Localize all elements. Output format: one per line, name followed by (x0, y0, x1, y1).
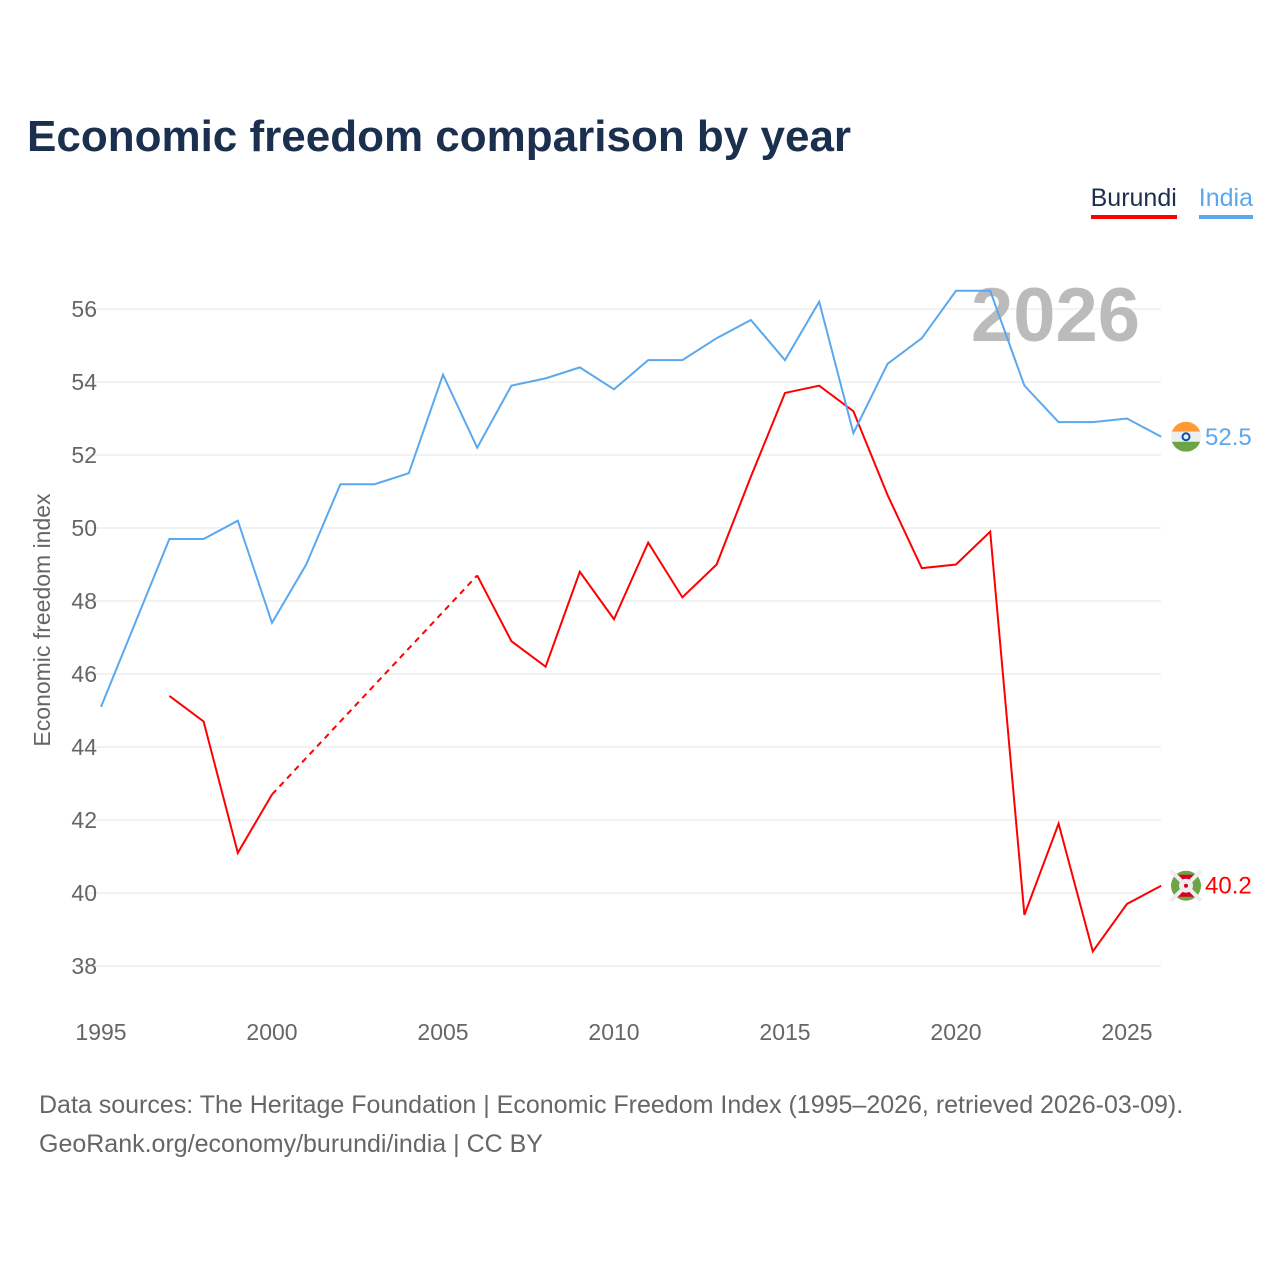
y-tick-label: 42 (71, 807, 97, 833)
x-tick-label: 2010 (588, 1019, 639, 1045)
x-tick-label: 2025 (1101, 1019, 1152, 1045)
end-value-label: 40.2 (1205, 873, 1252, 900)
flag-chakra (1181, 432, 1191, 442)
burundi-flag-icon (1169, 869, 1203, 903)
y-tick-label: 44 (71, 734, 97, 760)
x-tick-label: 2000 (246, 1019, 297, 1045)
y-tick-label: 46 (71, 661, 97, 687)
y-axis-label: Economic freedom index (29, 493, 55, 747)
series-line (476, 384, 1162, 954)
y-tick-label: 38 (71, 953, 97, 979)
india-flag-icon (1171, 421, 1201, 452)
x-tick-label: 2015 (759, 1019, 810, 1045)
footer: Data sources: The Heritage Foundation | … (39, 1086, 1183, 1164)
flag-star (1184, 883, 1188, 888)
x-tick-label: 2005 (417, 1019, 468, 1045)
flag-band (1171, 421, 1201, 432)
source-link[interactable]: GeoRank.org/economy/burundi/india | CC B… (39, 1130, 543, 1158)
y-tick-label: 50 (71, 515, 97, 541)
y-tick-label: 54 (71, 369, 97, 395)
y-tick-label: 52 (71, 442, 97, 468)
flag-band (1171, 441, 1201, 452)
gap-line (271, 574, 478, 796)
series-line (100, 289, 1162, 708)
legend-burundi[interactable]: Burundi (1090, 184, 1177, 219)
y-tick-label: 48 (71, 588, 97, 614)
year-watermark: 2026 (971, 273, 1140, 358)
end-value-label: 52.5 (1205, 424, 1252, 451)
x-tick-label: 1995 (75, 1019, 126, 1045)
series-line (168, 695, 273, 856)
data-source: Data sources: The Heritage Foundation | … (39, 1091, 1184, 1119)
y-tick-label: 56 (71, 296, 97, 322)
series-burundi: 40.2 (168, 384, 1252, 954)
legend: Burundi India (1090, 184, 1253, 219)
series-india: 52.5 (100, 289, 1252, 708)
flag-band (1171, 431, 1201, 442)
legend-india[interactable]: India (1198, 184, 1253, 219)
x-tick-label: 2020 (930, 1019, 981, 1045)
chart-title: Economic freedom comparison by year (27, 112, 852, 161)
y-tick-label: 40 (71, 880, 97, 906)
